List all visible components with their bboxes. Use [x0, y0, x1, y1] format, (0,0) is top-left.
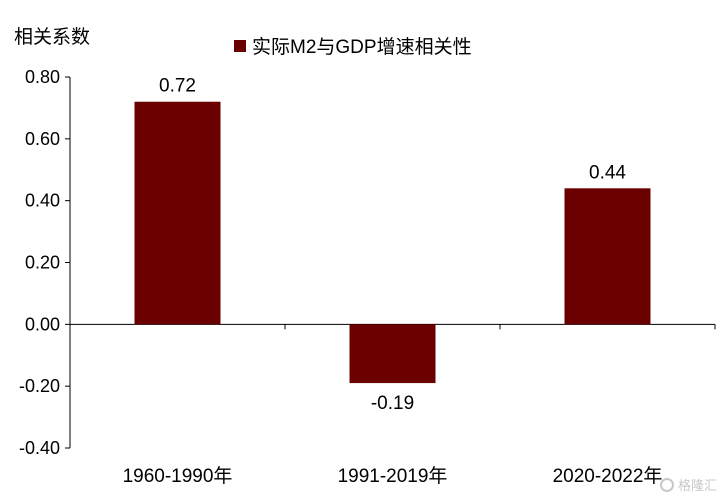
- legend-swatch: [234, 39, 246, 52]
- data-label: -0.19: [371, 393, 414, 414]
- y-tick-label: 0.60: [25, 129, 60, 149]
- y-tick-label: -0.40: [19, 438, 60, 458]
- data-label: 0.72: [159, 76, 196, 97]
- legend: 实际M2与GDP增速相关性: [234, 32, 472, 59]
- bar: [349, 324, 436, 384]
- x-category-label: 1991-2019年: [338, 465, 448, 487]
- bar: [134, 101, 221, 325]
- y-axis-title: 相关系数: [14, 27, 91, 48]
- y-tick-label: 0.40: [25, 191, 60, 211]
- y-tick-label: 0.00: [25, 314, 60, 334]
- data-label: 0.44: [589, 162, 626, 183]
- x-category-label: 2020-2022年: [553, 465, 663, 487]
- watermark: 格隆汇: [659, 475, 717, 494]
- legend-label: 实际M2与GDP增速相关性: [252, 37, 472, 58]
- bar: [564, 188, 651, 325]
- watermark-logo-icon: [659, 477, 674, 492]
- y-tick-label: 0.20: [25, 253, 60, 273]
- y-tick-label: 0.80: [25, 67, 60, 87]
- x-category-label: 1960-1990年: [123, 465, 233, 487]
- y-tick-label: -0.20: [19, 376, 60, 396]
- watermark-text: 格隆汇: [677, 478, 717, 493]
